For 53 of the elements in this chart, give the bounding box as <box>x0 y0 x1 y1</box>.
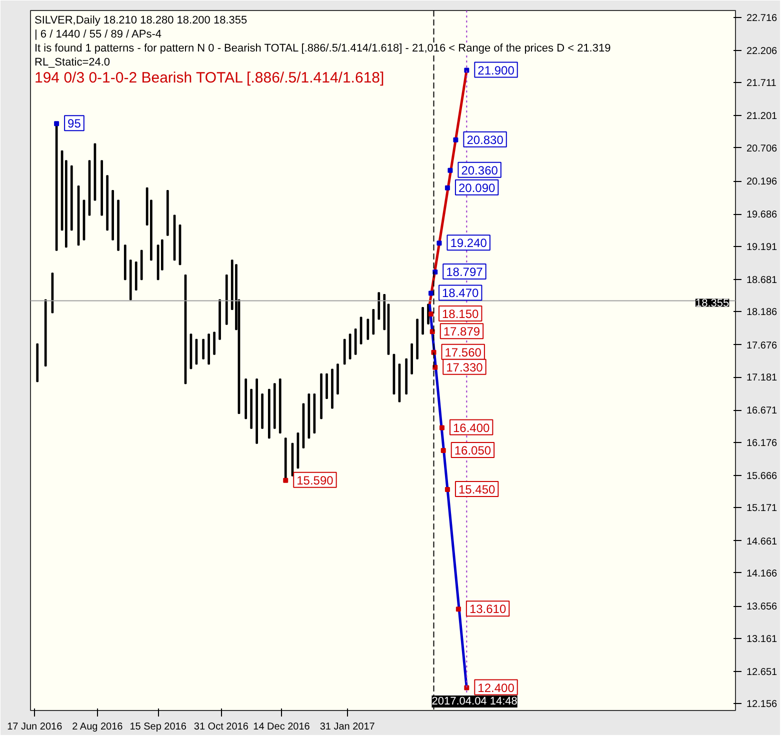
annotation: 21.900 <box>478 63 515 78</box>
y-tick-label: 21.201 <box>746 111 778 122</box>
y-tick-label: 19.191 <box>746 242 778 253</box>
y-tick-label: 22.716 <box>746 12 778 24</box>
y-tick-label: 20.196 <box>746 176 778 188</box>
annotation: 12.400 <box>478 680 515 695</box>
y-tick-label: 18.681 <box>746 275 778 286</box>
annotation: 194 0/3 0-1-0-2 Bearish TOTAL [.886/.5/1.414/1.618] <box>34 70 384 86</box>
y-tick-label: 21.711 <box>746 78 777 90</box>
annotation: 16.050 <box>454 444 492 458</box>
y-tick-label: 14.166 <box>746 568 778 580</box>
annotation: 19.240 <box>450 236 488 250</box>
annotation: 17.879 <box>443 324 480 339</box>
ref-line-label: 18.355 <box>696 298 730 310</box>
annotation: 17.560 <box>444 345 482 360</box>
y-tick-label: 12.651 <box>746 666 778 678</box>
y-tick-label: 16.176 <box>746 438 778 449</box>
annotation: 20.830 <box>466 132 504 147</box>
y-tick-label: 17.181 <box>746 372 778 384</box>
y-tick-label: 13.656 <box>746 602 778 613</box>
annotation: 15.450 <box>458 482 496 497</box>
annotation: 16.400 <box>452 420 490 435</box>
x-tick-label: 31 Oct 2016 <box>194 722 249 732</box>
y-tick-label: 16.671 <box>746 406 778 417</box>
x-tick-label: 31 Jan 2017 <box>320 722 376 732</box>
ref-line-label: 2017.04.04 14:48 <box>432 696 518 708</box>
annotation: 18.797 <box>446 264 484 279</box>
annotation: 15.590 <box>296 473 334 488</box>
annotation: 17.330 <box>446 360 484 374</box>
annotation: 20.090 <box>458 180 496 195</box>
y-tick-label: 18.186 <box>746 307 778 318</box>
y-tick-label: 13.161 <box>746 634 778 645</box>
annotation: 18.470 <box>442 286 480 300</box>
x-tick-label: 15 Sep 2016 <box>130 722 187 732</box>
annotation: 20.360 <box>461 163 498 178</box>
x-tick-label: 17 Jun 2016 <box>7 722 63 732</box>
annotation: RL_Static=24.0 <box>34 56 110 68</box>
x-tick-label: 14 Dec 2016 <box>253 722 310 732</box>
y-tick-label: 17.676 <box>746 340 778 352</box>
annotation: 13.610 <box>469 602 506 616</box>
y-tick-label: 20.706 <box>746 143 778 154</box>
y-tick-label: 22.206 <box>746 46 778 57</box>
annotation: SILVER,Daily 18.210 18.280 18.200 18.355 <box>34 14 248 26</box>
annotation: 18.150 <box>442 307 480 322</box>
y-tick-label: 12.156 <box>746 699 778 710</box>
y-tick-label: 19.686 <box>746 210 778 221</box>
annotation: It is found 1 patterns - for pattern N 0 - Bearish TOTAL [.886/.5/1.414/1.618] - 21,016 < Range of the prices D < 21.319 <box>34 42 611 54</box>
x-tick-label: 2 Aug 2016 <box>72 722 124 732</box>
y-tick-label: 15.666 <box>746 470 778 482</box>
annotation: 95 <box>68 116 82 131</box>
y-tick-label: 14.661 <box>746 536 778 548</box>
y-tick-label: 15.171 <box>746 503 778 514</box>
annotation: | 6 / 1440 / 55 / 89 / APs-4 <box>34 28 162 40</box>
